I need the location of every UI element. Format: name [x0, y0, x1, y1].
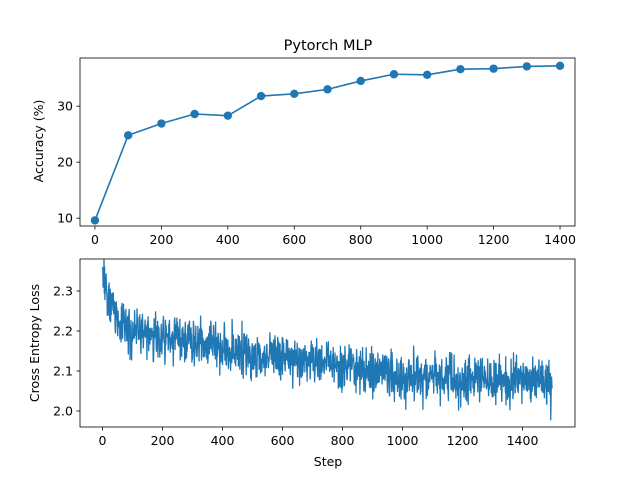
- loss-x-tick-label: 800: [331, 433, 355, 448]
- accuracy-data-point: [157, 119, 166, 128]
- accuracy-y-tick-label: 20: [57, 155, 73, 170]
- loss-y-tick-label: 2.0: [53, 404, 73, 419]
- loss-x-tick-label: 1200: [447, 433, 479, 448]
- accuracy-data-point: [323, 85, 332, 94]
- loss-x-axis-label: Step: [314, 454, 343, 469]
- loss-x-tick-label: 200: [151, 433, 175, 448]
- accuracy-x-tick-label: 1400: [544, 232, 576, 247]
- chart-title: Pytorch MLP: [284, 38, 373, 54]
- accuracy-x-tick-label: 600: [282, 232, 306, 247]
- accuracy-data-point: [389, 70, 399, 79]
- accuracy-data-point: [489, 64, 498, 73]
- accuracy-data-point: [123, 131, 133, 140]
- accuracy-data-point: [422, 70, 432, 80]
- loss-x-tick-label: 600: [271, 433, 295, 448]
- loss-series-line: [101, 258, 553, 421]
- loss-y-tick-label: 2.2: [53, 324, 73, 339]
- loss-x-tick-label: 0: [99, 433, 107, 448]
- loss-x-tick-label: 1000: [387, 433, 419, 448]
- accuracy-y-tick-label: 10: [57, 211, 73, 226]
- accuracy-x-tick-label: 0: [91, 232, 99, 247]
- accuracy-x-tick-label: 1200: [478, 232, 510, 247]
- accuracy-x-tick-label: 1000: [411, 232, 443, 247]
- accuracy-data-point: [256, 91, 266, 101]
- accuracy-data-point: [90, 216, 100, 225]
- accuracy-subplot: Pytorch MLP Accuracy (%) 0 200 400 600 800 10…: [31, 38, 576, 247]
- loss-x-tick-label: 400: [211, 433, 235, 448]
- accuracy-data-point: [555, 61, 565, 71]
- loss-y-tick-label: 2.1: [53, 364, 73, 379]
- loss-x-tick-label: 1400: [507, 433, 539, 448]
- accuracy-data-point: [290, 89, 299, 99]
- loss-subplot: Cross Entropy Loss Step 0 200 400 600 800 100…: [27, 258, 576, 469]
- accuracy-data-point: [522, 62, 532, 71]
- accuracy-data-point: [356, 76, 365, 86]
- accuracy-data-point: [223, 111, 233, 120]
- accuracy-x-tick-label: 400: [216, 232, 240, 247]
- accuracy-y-tick-label: 30: [57, 99, 73, 114]
- loss-plot-frame: [79, 258, 576, 428]
- loss-y-tick-label: 2.3: [53, 284, 73, 299]
- accuracy-data-point: [190, 109, 199, 119]
- loss-y-axis-label: Cross Entropy Loss: [27, 284, 42, 402]
- accuracy-x-tick-label: 800: [349, 232, 373, 247]
- accuracy-x-tick-label: 200: [149, 232, 173, 247]
- accuracy-data-point: [456, 65, 465, 74]
- accuracy-y-axis-label: Accuracy (%): [31, 100, 46, 183]
- accuracy-plot-frame: [79, 57, 576, 227]
